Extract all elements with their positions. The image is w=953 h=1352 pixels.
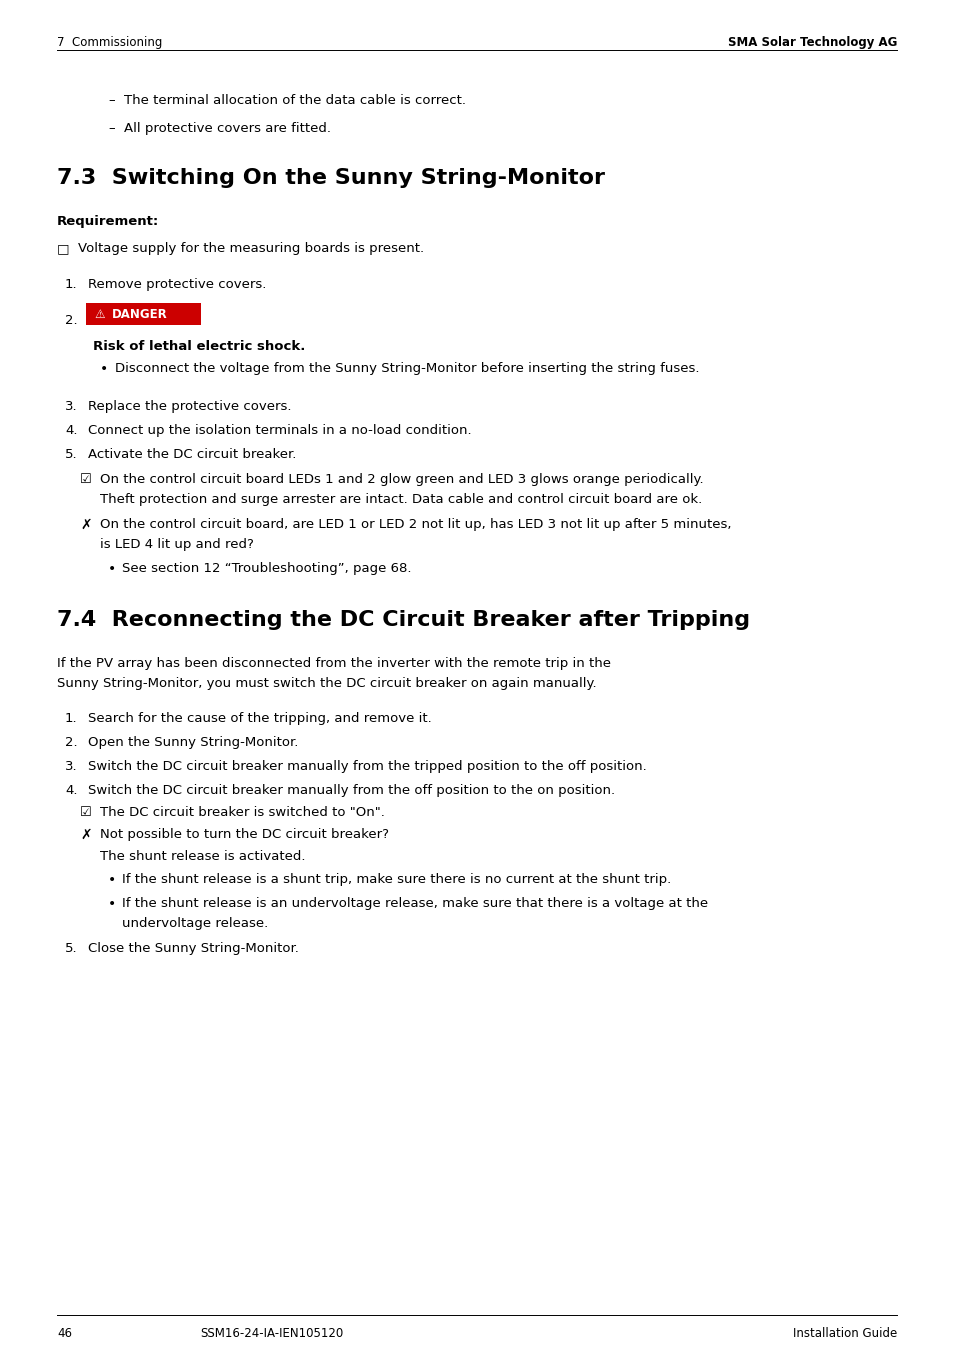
Text: 46: 46 (57, 1328, 71, 1340)
Text: Close the Sunny String-Monitor.: Close the Sunny String-Monitor. (88, 942, 298, 955)
Text: DANGER: DANGER (112, 307, 168, 320)
Text: 2.: 2. (65, 314, 77, 327)
Text: Replace the protective covers.: Replace the protective covers. (88, 400, 292, 412)
Text: ☑: ☑ (80, 473, 91, 485)
Text: The terminal allocation of the data cable is correct.: The terminal allocation of the data cabl… (124, 95, 465, 107)
Text: Voltage supply for the measuring boards is present.: Voltage supply for the measuring boards … (78, 242, 424, 256)
Text: The DC circuit breaker is switched to "On".: The DC circuit breaker is switched to "O… (100, 806, 384, 819)
Text: 3.: 3. (65, 760, 77, 773)
Text: Switch the DC circuit breaker manually from the tripped position to the off posi: Switch the DC circuit breaker manually f… (88, 760, 646, 773)
Text: 7  Commissioning: 7 Commissioning (57, 37, 162, 49)
Text: •: • (108, 896, 116, 911)
Text: Remove protective covers.: Remove protective covers. (88, 279, 266, 291)
Text: undervoltage release.: undervoltage release. (122, 917, 268, 930)
Text: ☑: ☑ (80, 806, 91, 819)
Text: SSM16-24-IA-IEN105120: SSM16-24-IA-IEN105120 (200, 1328, 343, 1340)
FancyBboxPatch shape (86, 303, 201, 324)
Text: Theft protection and surge arrester are intact. Data cable and control circuit b: Theft protection and surge arrester are … (100, 493, 701, 506)
Text: Requirement:: Requirement: (57, 215, 159, 228)
Text: 5.: 5. (65, 448, 77, 461)
Text: Risk of lethal electric shock.: Risk of lethal electric shock. (92, 339, 305, 353)
Text: •: • (108, 562, 116, 576)
Text: If the shunt release is an undervoltage release, make sure that there is a volta: If the shunt release is an undervoltage … (122, 896, 707, 910)
Text: 4.: 4. (65, 784, 77, 796)
Text: ✗: ✗ (80, 518, 91, 531)
Text: •: • (108, 873, 116, 887)
Text: On the control circuit board LEDs 1 and 2 glow green and LED 3 glows orange peri: On the control circuit board LEDs 1 and … (100, 473, 703, 485)
Text: Installation Guide: Installation Guide (792, 1328, 896, 1340)
Text: 1.: 1. (65, 279, 77, 291)
Text: If the shunt release is a shunt trip, make sure there is no current at the shunt: If the shunt release is a shunt trip, ma… (122, 873, 671, 886)
Text: Activate the DC circuit breaker.: Activate the DC circuit breaker. (88, 448, 296, 461)
Text: If the PV array has been disconnected from the inverter with the remote trip in : If the PV array has been disconnected fr… (57, 657, 610, 671)
Text: All protective covers are fitted.: All protective covers are fitted. (124, 122, 331, 135)
Text: 4.: 4. (65, 425, 77, 437)
Text: ⚠: ⚠ (94, 307, 105, 320)
Text: •: • (100, 362, 108, 376)
Text: See section 12 “Troubleshooting”, page 68.: See section 12 “Troubleshooting”, page 6… (122, 562, 411, 575)
Text: 1.: 1. (65, 713, 77, 725)
Text: On the control circuit board, are LED 1 or LED 2 not lit up, has LED 3 not lit u: On the control circuit board, are LED 1 … (100, 518, 731, 531)
Text: Search for the cause of the tripping, and remove it.: Search for the cause of the tripping, an… (88, 713, 432, 725)
Text: Connect up the isolation terminals in a no-load condition.: Connect up the isolation terminals in a … (88, 425, 471, 437)
Text: is LED 4 lit up and red?: is LED 4 lit up and red? (100, 538, 253, 552)
Text: –: – (108, 122, 114, 135)
Text: The shunt release is activated.: The shunt release is activated. (100, 850, 305, 863)
Text: SMA Solar Technology AG: SMA Solar Technology AG (727, 37, 896, 49)
Text: Sunny String-Monitor, you must switch the DC circuit breaker on again manually.: Sunny String-Monitor, you must switch th… (57, 677, 596, 690)
Text: ✗: ✗ (80, 827, 91, 842)
Text: Not possible to turn the DC circuit breaker?: Not possible to turn the DC circuit brea… (100, 827, 389, 841)
Text: □: □ (57, 242, 70, 256)
Text: Disconnect the voltage from the Sunny String-Monitor before inserting the string: Disconnect the voltage from the Sunny St… (115, 362, 699, 375)
Text: 5.: 5. (65, 942, 77, 955)
Text: 2.: 2. (65, 735, 77, 749)
Text: –: – (108, 95, 114, 107)
Text: 7.4  Reconnecting the DC Circuit Breaker after Tripping: 7.4 Reconnecting the DC Circuit Breaker … (57, 610, 749, 630)
Text: 7.3  Switching On the Sunny String-Monitor: 7.3 Switching On the Sunny String-Monito… (57, 168, 604, 188)
Text: Switch the DC circuit breaker manually from the off position to the on position.: Switch the DC circuit breaker manually f… (88, 784, 615, 796)
Text: Open the Sunny String-Monitor.: Open the Sunny String-Monitor. (88, 735, 298, 749)
Text: 3.: 3. (65, 400, 77, 412)
